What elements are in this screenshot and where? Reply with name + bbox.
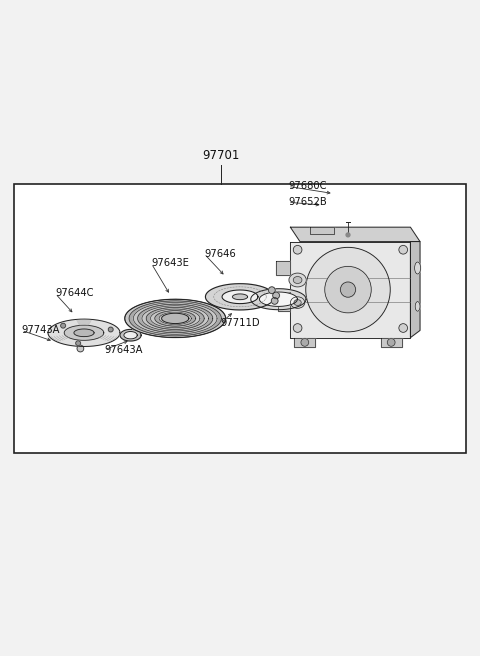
Ellipse shape: [293, 277, 302, 283]
Text: 97643E: 97643E: [151, 258, 189, 268]
Ellipse shape: [294, 300, 301, 306]
Circle shape: [108, 327, 113, 332]
Polygon shape: [205, 283, 275, 310]
Polygon shape: [162, 313, 189, 323]
Polygon shape: [125, 299, 226, 338]
Polygon shape: [129, 301, 221, 336]
Circle shape: [273, 292, 279, 298]
Circle shape: [346, 233, 350, 237]
Circle shape: [301, 338, 309, 346]
Ellipse shape: [290, 297, 305, 308]
Circle shape: [325, 266, 371, 313]
Polygon shape: [138, 304, 213, 333]
Circle shape: [77, 345, 84, 352]
Polygon shape: [222, 290, 258, 304]
Polygon shape: [251, 289, 306, 310]
Polygon shape: [159, 312, 192, 325]
Polygon shape: [146, 308, 204, 329]
Text: 97680C: 97680C: [288, 182, 326, 192]
Ellipse shape: [415, 302, 420, 311]
Polygon shape: [410, 241, 420, 338]
Polygon shape: [142, 306, 208, 331]
Circle shape: [387, 338, 395, 346]
Polygon shape: [124, 331, 137, 339]
Circle shape: [306, 247, 390, 332]
Polygon shape: [278, 292, 290, 311]
Polygon shape: [310, 227, 334, 234]
Polygon shape: [381, 338, 402, 347]
Text: 97644C: 97644C: [55, 289, 94, 298]
Polygon shape: [155, 311, 196, 326]
Circle shape: [293, 245, 302, 254]
Circle shape: [61, 323, 66, 328]
Polygon shape: [133, 302, 217, 335]
Polygon shape: [125, 299, 226, 338]
Text: 97711D: 97711D: [221, 318, 261, 328]
Polygon shape: [259, 292, 298, 306]
Polygon shape: [120, 329, 141, 341]
Polygon shape: [151, 309, 200, 328]
Circle shape: [293, 323, 302, 333]
Polygon shape: [294, 338, 315, 347]
Text: 97652B: 97652B: [288, 197, 327, 207]
Polygon shape: [276, 261, 290, 276]
Polygon shape: [64, 325, 104, 340]
Circle shape: [268, 287, 275, 293]
FancyBboxPatch shape: [14, 184, 466, 453]
Text: 97743A: 97743A: [22, 325, 60, 335]
Circle shape: [76, 341, 81, 346]
Circle shape: [399, 323, 408, 333]
Circle shape: [271, 298, 278, 304]
Circle shape: [399, 245, 408, 254]
Polygon shape: [48, 319, 120, 346]
Ellipse shape: [289, 273, 306, 287]
Polygon shape: [74, 329, 94, 337]
Text: 97646: 97646: [204, 249, 236, 258]
Text: 97701: 97701: [202, 150, 240, 163]
Ellipse shape: [415, 262, 420, 274]
Circle shape: [340, 282, 356, 297]
Polygon shape: [290, 227, 420, 241]
Polygon shape: [290, 241, 410, 338]
Text: 97643A: 97643A: [105, 344, 143, 355]
Polygon shape: [232, 294, 248, 300]
